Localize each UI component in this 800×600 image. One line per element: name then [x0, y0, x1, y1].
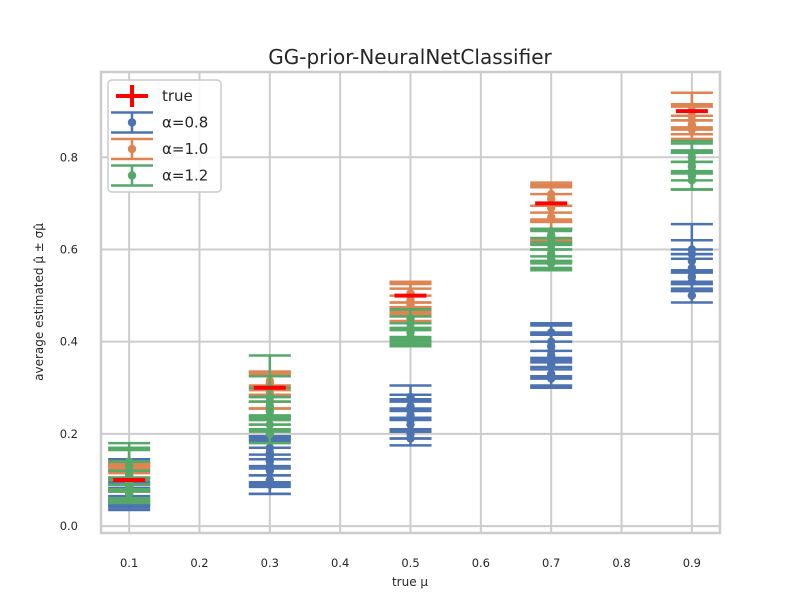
- data-point: [687, 245, 697, 254]
- y-tick-labels: 0.0 0.2 0.4 0.6 0.8: [60, 150, 78, 533]
- x-tick-label: 0.9: [683, 556, 701, 570]
- legend-marker: [127, 144, 137, 154]
- data-point: [124, 457, 134, 466]
- data-point: [687, 291, 697, 300]
- series-0: [113, 109, 708, 482]
- data-point: [265, 443, 275, 452]
- legend-box: [107, 79, 222, 193]
- legend: true α=0.8 α=1.0 α=1.2: [107, 79, 222, 193]
- x-tick-label: 0.5: [401, 556, 419, 570]
- legend-label: α=1.0: [162, 140, 208, 158]
- legend-label: true: [162, 87, 193, 105]
- x-tick-label: 0.3: [261, 556, 279, 570]
- y-tick-label: 0.0: [60, 519, 78, 533]
- legend-marker: [127, 171, 137, 180]
- y-tick-label: 0.4: [60, 335, 78, 349]
- y-axis-label: average estimated μ̂ ± σμ̂: [32, 223, 46, 381]
- x-tick-label: 0.7: [542, 556, 560, 570]
- chart-title: GG-prior-NeuralNetClassifier: [268, 45, 552, 69]
- x-tick-label: 0.6: [472, 556, 490, 570]
- x-tick-label: 0.4: [331, 556, 349, 570]
- legend-label: α=0.8: [162, 114, 208, 132]
- y-tick-label: 0.6: [60, 242, 78, 256]
- legend-label: α=1.2: [162, 167, 208, 185]
- legend-item: α=1.2: [111, 164, 208, 187]
- x-tick-label: 0.1: [120, 556, 138, 570]
- data-point: [687, 102, 697, 111]
- x-tick-label: 0.2: [190, 556, 208, 570]
- data-point: [546, 328, 556, 337]
- y-tick-label: 0.2: [60, 427, 78, 441]
- data-point: [406, 314, 415, 323]
- plot-marks: [108, 91, 713, 512]
- legend-item: true: [116, 85, 193, 107]
- data-point: [687, 148, 697, 157]
- series-3: [108, 139, 713, 505]
- x-axis-label: true μ: [392, 575, 428, 589]
- plot-frame: [99, 70, 722, 535]
- data-point: [546, 231, 556, 240]
- legend-marker: [127, 118, 137, 127]
- legend-item: α=1.0: [111, 137, 208, 161]
- data-point: [546, 189, 556, 199]
- y-tick-label: 0.8: [60, 150, 78, 164]
- x-tick-labels: 0.1 0.2 0.3 0.4 0.5 0.6 0.7 0.8 0.9: [120, 556, 701, 570]
- data-point: [406, 392, 415, 402]
- legend-item: α=0.8: [111, 111, 208, 134]
- x-tick-label: 0.8: [612, 556, 630, 570]
